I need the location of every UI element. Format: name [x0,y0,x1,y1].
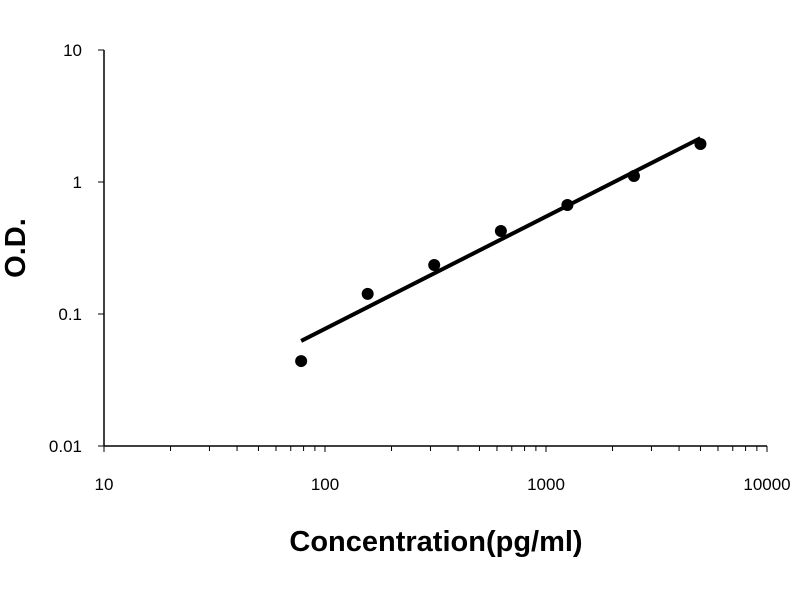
data-point [428,259,441,272]
y-tick-label: 1 [73,173,82,192]
x-tick-labels: 10 100 1000 10000 [95,475,791,494]
data-point [561,198,574,211]
x-tick-label: 10000 [743,475,790,494]
x-tick-label: 1000 [527,475,565,494]
fit-line [300,136,702,343]
data-point [627,170,640,183]
fit-line-group [300,136,702,343]
y-axis-title: O.D. [0,218,32,278]
data-point [361,287,374,300]
y-tick-label: 0.01 [49,437,82,456]
data-points [295,138,707,368]
axes [103,50,767,447]
x-tick-label: 10 [95,475,114,494]
x-axis-title: Concentration(pg/ml) [289,526,582,558]
data-point [694,138,707,151]
y-tick-labels: 0.01 0.1 1 10 [49,41,82,456]
y-tick-label: 0.1 [58,305,82,324]
data-point [295,355,308,368]
x-tick-label: 100 [311,475,339,494]
ticks [98,49,768,452]
y-tick-label: 10 [63,41,82,60]
data-point [494,225,507,238]
